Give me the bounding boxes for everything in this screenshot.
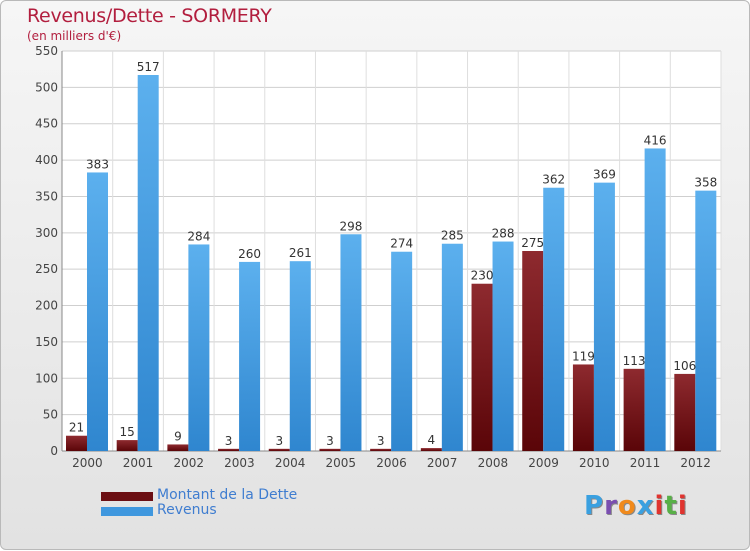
bar-revenus-2003 — [239, 261, 261, 451]
data-label-revenus-2008: 288 — [492, 227, 515, 241]
data-label-dette-2008: 230 — [471, 269, 494, 283]
y-tick-label-500: 500 — [35, 80, 58, 94]
x-tick-label-2002: 2002 — [173, 456, 204, 470]
bar-revenus-2007 — [441, 243, 463, 451]
y-tick-label-0: 0 — [50, 444, 58, 458]
bar-revenus-2004 — [289, 261, 311, 451]
data-label-dette-2011: 113 — [623, 354, 646, 368]
x-tick-label-2006: 2006 — [376, 456, 407, 470]
data-label-revenus-2011: 416 — [644, 133, 667, 147]
data-label-revenus-2001: 517 — [137, 60, 160, 74]
data-label-revenus-2012: 358 — [694, 176, 717, 190]
bar-revenus-2001 — [137, 75, 159, 451]
y-tick-label-400: 400 — [35, 153, 58, 167]
bar-dette-2007 — [420, 448, 442, 451]
bar-revenus-2009 — [543, 187, 565, 451]
bar-revenus-2010 — [593, 182, 615, 452]
y-tick-label-100: 100 — [35, 371, 58, 385]
data-label-dette-2002: 9 — [174, 429, 182, 443]
bar-dette-2009 — [522, 251, 544, 451]
data-label-revenus-2007: 285 — [441, 229, 464, 243]
bar-dette-2001 — [116, 440, 138, 451]
y-tick-label-550: 550 — [35, 44, 58, 58]
chart-title: Revenus/Dette - SORMERY — [27, 5, 272, 27]
data-label-dette-2001: 15 — [120, 425, 135, 439]
x-tick-label-2004: 2004 — [275, 456, 306, 470]
data-label-revenus-2002: 284 — [187, 229, 210, 243]
data-label-revenus-2004: 261 — [289, 246, 312, 260]
data-label-revenus-2005: 298 — [340, 219, 363, 233]
x-tick-label-2008: 2008 — [478, 456, 509, 470]
y-tick-label-150: 150 — [35, 335, 58, 349]
x-tick-label-2011: 2011 — [630, 456, 661, 470]
proxiti-logo: Proxiti — [584, 491, 688, 521]
data-label-revenus-2003: 260 — [238, 247, 261, 261]
legend-label-revenus: Revenus — [157, 502, 217, 518]
bar-dette-2010 — [572, 364, 594, 451]
data-label-revenus-2009: 362 — [542, 173, 565, 187]
bar-revenus-2011 — [644, 148, 666, 452]
logo-letter: o — [617, 491, 637, 521]
y-tick-label-250: 250 — [35, 262, 58, 276]
bar-dette-2002 — [167, 444, 189, 451]
chart-subtitle: (en milliers d'€) — [27, 29, 122, 43]
bar-revenus-2006 — [391, 251, 413, 451]
data-label-dette-2009: 275 — [521, 236, 544, 250]
logo-letter: P — [584, 491, 605, 521]
x-tick-label-2007: 2007 — [427, 456, 458, 470]
data-label-revenus-2000: 383 — [86, 157, 109, 171]
data-label-dette-2010: 119 — [572, 349, 595, 363]
x-tick-label-2010: 2010 — [579, 456, 610, 470]
bar-dette-2011 — [623, 368, 645, 451]
legend-swatch-dette — [101, 492, 153, 501]
bar-dette-2008 — [471, 283, 493, 451]
x-tick-label-2000: 2000 — [72, 456, 103, 470]
y-tick-label-350: 350 — [35, 189, 58, 203]
x-tick-label-2009: 2009 — [528, 456, 559, 470]
y-tick-label-200: 200 — [35, 299, 58, 313]
logo-letter: t — [664, 491, 678, 521]
legend-swatch-revenus — [101, 507, 153, 516]
x-tick-label-2012: 2012 — [680, 456, 711, 470]
logo-letter: i — [677, 491, 688, 521]
x-tick-label-2005: 2005 — [326, 456, 357, 470]
data-label-dette-2004: 3 — [275, 434, 283, 448]
y-tick-label-450: 450 — [35, 117, 58, 131]
data-label-revenus-2006: 274 — [390, 237, 413, 251]
data-label-revenus-2010: 369 — [593, 168, 616, 182]
legend-label-dette: Montant de la Dette — [157, 487, 298, 503]
bar-dette-2006 — [370, 448, 392, 451]
logo-letter: r — [604, 491, 618, 521]
bar-dette-2004 — [268, 448, 290, 451]
bar-revenus-2008 — [492, 241, 514, 451]
y-tick-label-50: 50 — [43, 408, 58, 422]
bar-revenus-2005 — [340, 234, 362, 451]
bar-revenus-2002 — [188, 244, 210, 451]
bar-revenus-2012 — [695, 190, 717, 452]
data-label-dette-2007: 4 — [428, 433, 436, 447]
x-tick-label-2001: 2001 — [123, 456, 154, 470]
bar-dette-2000 — [66, 435, 87, 451]
bar-revenus-2000 — [87, 172, 108, 452]
bar-dette-2003 — [218, 448, 240, 451]
logo-letter: x — [636, 491, 655, 521]
data-label-dette-2012: 106 — [673, 359, 696, 373]
data-label-dette-2003: 3 — [225, 434, 233, 448]
bar-dette-2012 — [674, 373, 696, 451]
logo-letter: i — [654, 491, 665, 521]
data-label-dette-2006: 3 — [377, 434, 385, 448]
data-label-dette-2000: 21 — [69, 421, 84, 435]
y-tick-label-300: 300 — [35, 226, 58, 240]
bar-dette-2005 — [319, 448, 341, 451]
x-tick-label-2003: 2003 — [224, 456, 255, 470]
data-label-dette-2005: 3 — [326, 434, 334, 448]
